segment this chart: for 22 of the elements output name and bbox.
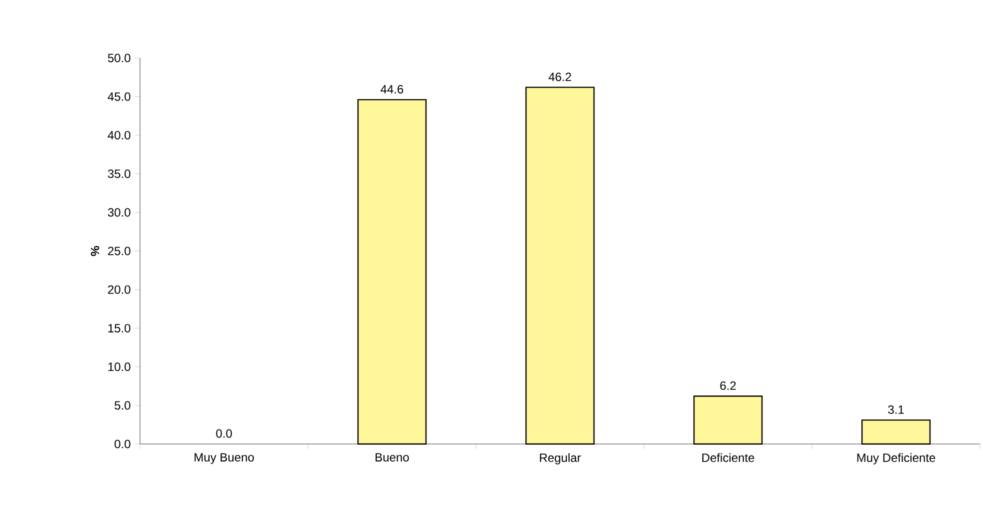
data-label: 0.0 bbox=[216, 429, 232, 438]
x-tick-label: Bueno bbox=[376, 453, 409, 462]
y-tick-label: 0.0 bbox=[114, 440, 130, 448]
y-tick-label: 35.0 bbox=[108, 170, 130, 178]
y-tick-label: 20.0 bbox=[108, 285, 130, 294]
y-tick-label: 5.0 bbox=[114, 401, 130, 410]
data-label: 6.2 bbox=[720, 381, 736, 390]
y-tick-label: 10.0 bbox=[108, 362, 130, 372]
y-tick-label: 45.0 bbox=[108, 92, 130, 101]
x-tick-label: Muy Bueno bbox=[194, 453, 254, 464]
x-tick-label: Deficiente bbox=[702, 453, 754, 462]
y-tick-label: 40.0 bbox=[108, 130, 130, 140]
y-axis-title: % bbox=[90, 246, 100, 256]
data-label: 46.2 bbox=[548, 72, 572, 82]
y-tick-label: 15.0 bbox=[108, 324, 130, 332]
y-tick-label: 25.0 bbox=[108, 246, 130, 256]
y-tick-label: 30.0 bbox=[108, 208, 130, 217]
x-tick-label: Regular bbox=[540, 453, 581, 464]
data-label: 3.1 bbox=[888, 405, 904, 414]
x-tick-label: Muy Deficiente bbox=[857, 453, 936, 464]
y-tick-label: 50.0 bbox=[108, 54, 130, 62]
data-label: 44.6 bbox=[380, 84, 404, 94]
